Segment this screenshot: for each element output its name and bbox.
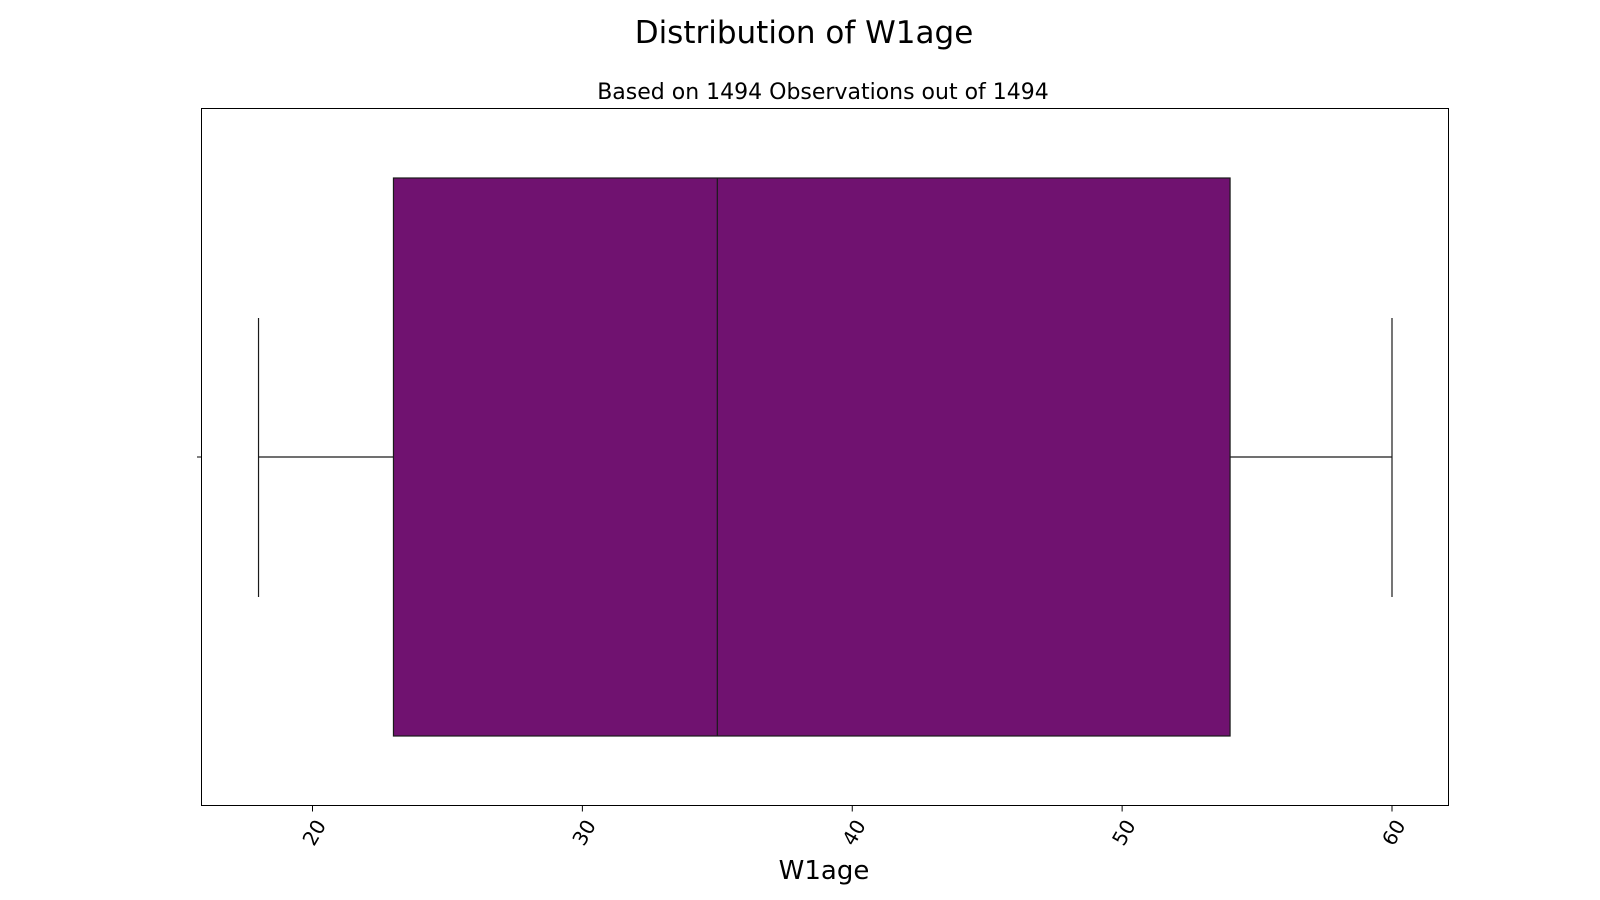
x-axis-label: W1age [779,856,870,886]
x-tick-label: 40 [837,816,871,850]
x-tick-label: 50 [1107,816,1141,850]
chart-title: Distribution of W1age [635,15,974,51]
x-tick-label: 20 [297,816,331,850]
x-tick-label: 30 [567,816,601,850]
iqr-box [392,177,1231,737]
x-tick-label: 60 [1377,816,1411,850]
chart-subtitle: Based on 1494 Observations out of 1494 [597,80,1049,105]
